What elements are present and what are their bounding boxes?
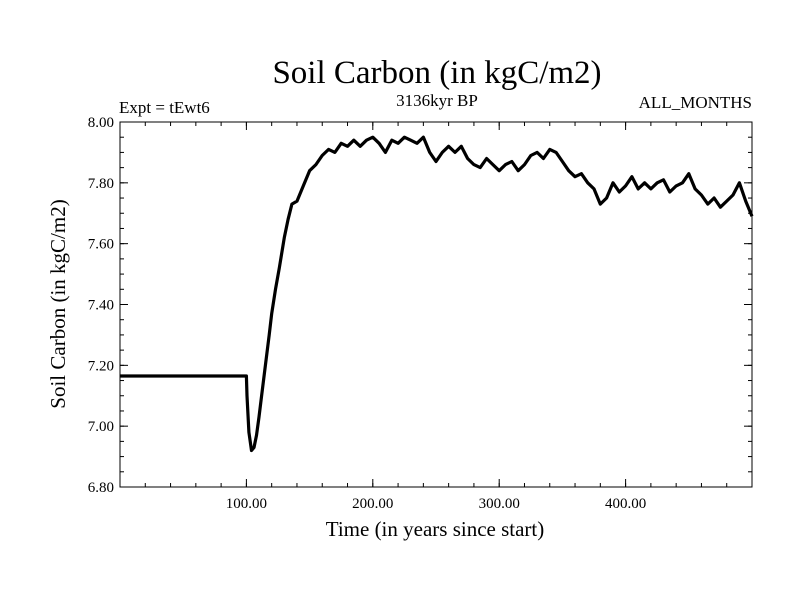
x-tick-label: 400.00	[605, 496, 646, 512]
y-tick-label: 6.80	[88, 480, 114, 496]
plot-frame	[119, 121, 753, 488]
tick-labels: 6.80 7.00 7.20 7.40 7.60 7.80 8.00 100.00 200.00…	[88, 115, 646, 512]
chart-title: Soil Carbon (in kgC/m2)	[272, 55, 601, 91]
experiment-label: Expt = tEwt6	[119, 98, 210, 117]
y-tick-label: 8.00	[88, 115, 114, 131]
months-label: ALL_MONTHS	[639, 93, 752, 112]
y-tick-label: 7.00	[88, 419, 114, 435]
x-tick-label: 300.00	[479, 496, 520, 512]
x-tick-label: 100.00	[226, 496, 267, 512]
tick-marks	[120, 121, 752, 488]
y-axis-label: Soil Carbon (in kgC/m2)	[46, 199, 70, 408]
x-tick-label: 200.00	[352, 496, 393, 512]
x-axis-label: Time (in years since start)	[326, 517, 545, 541]
y-tick-label: 7.20	[88, 358, 114, 374]
period-label: 3136kyr BP	[396, 91, 478, 110]
y-tick-label: 7.40	[88, 298, 114, 314]
series-line-0	[120, 135, 754, 453]
y-tick-label: 7.60	[88, 237, 114, 253]
y-tick-label: 7.80	[88, 176, 114, 192]
plot-area	[119, 121, 754, 488]
